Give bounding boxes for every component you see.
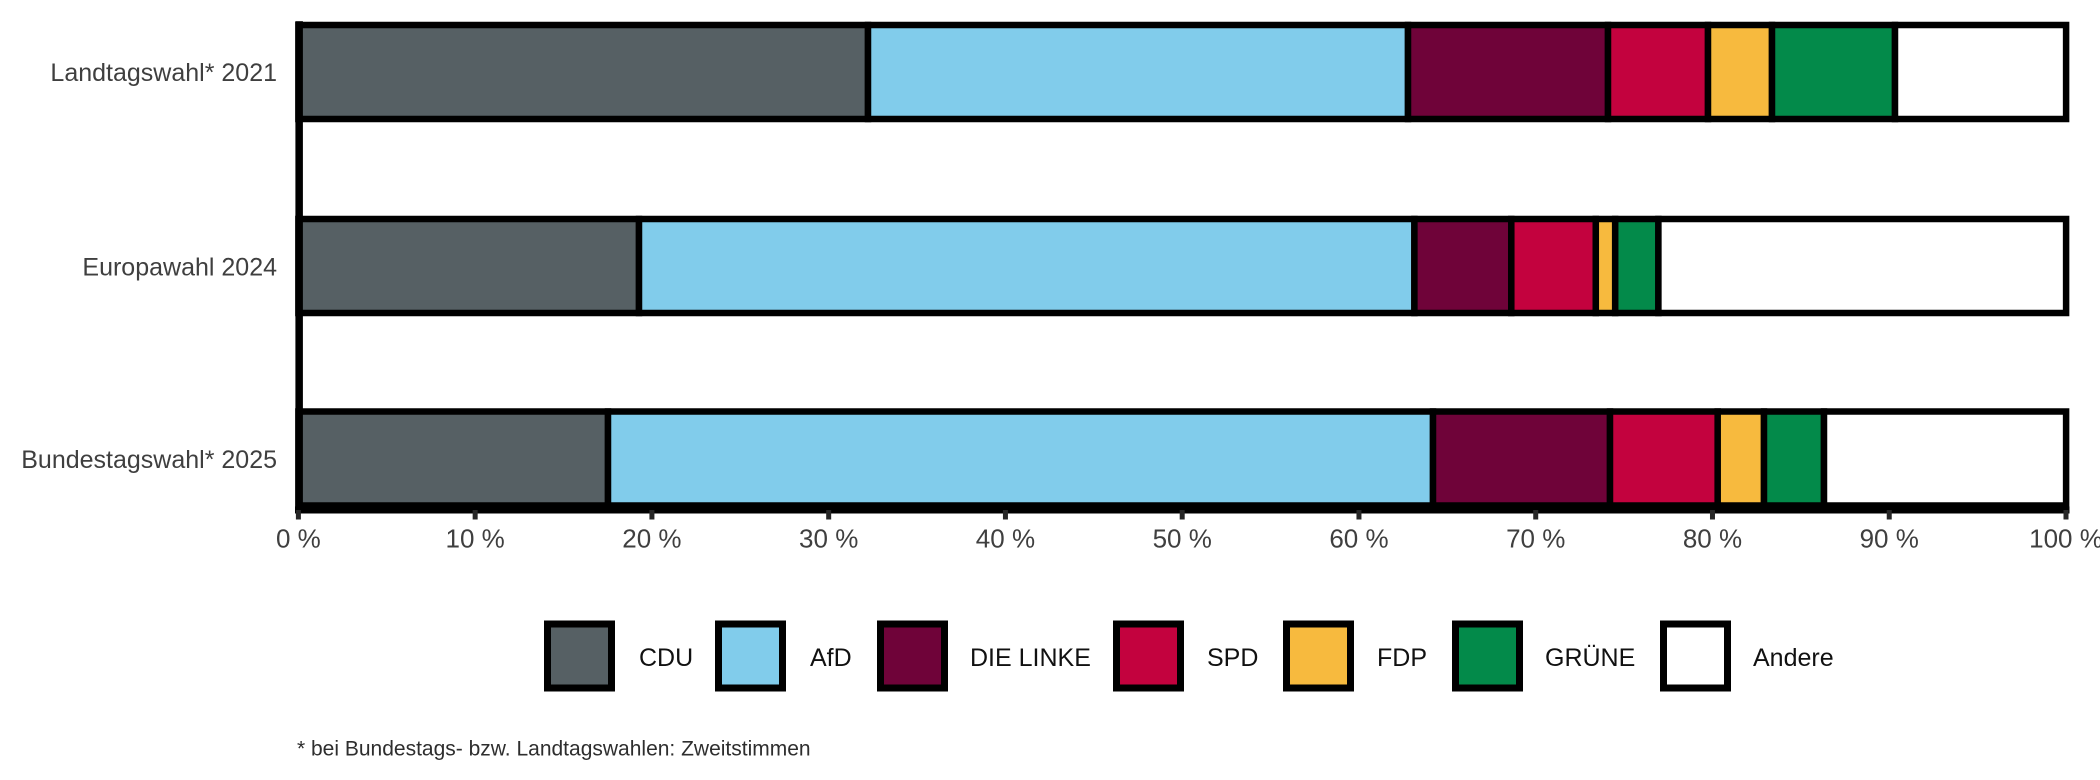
- svg-text:CDU: CDU: [639, 644, 693, 672]
- svg-text:100 %: 100 %: [2029, 524, 2100, 554]
- svg-text:20 %: 20 %: [622, 524, 681, 554]
- svg-text:80 %: 80 %: [1683, 524, 1742, 554]
- svg-text:90 %: 90 %: [1860, 524, 1919, 554]
- svg-text:Europawahl 2024: Europawahl 2024: [82, 254, 277, 282]
- svg-text:50 %: 50 %: [1153, 524, 1212, 554]
- svg-text:10 %: 10 %: [446, 524, 505, 554]
- svg-text:Bundestagswahl* 2025: Bundestagswahl* 2025: [21, 446, 277, 474]
- svg-text:60 %: 60 %: [1329, 524, 1388, 554]
- svg-text:DIE LINKE: DIE LINKE: [970, 644, 1091, 672]
- svg-text:70 %: 70 %: [1506, 524, 1565, 554]
- svg-text:0 %: 0 %: [276, 524, 321, 554]
- svg-text:FDP: FDP: [1377, 644, 1427, 672]
- svg-text:GRÜNE: GRÜNE: [1545, 644, 1635, 672]
- svg-text:* bei Bundestags- bzw. Landtag: * bei Bundestags- bzw. Landtagswahlen: Z…: [297, 738, 811, 761]
- svg-text:40 %: 40 %: [976, 524, 1035, 554]
- svg-text:SPD: SPD: [1207, 644, 1258, 672]
- svg-text:30 %: 30 %: [799, 524, 858, 554]
- svg-text:Andere: Andere: [1753, 644, 1834, 672]
- svg-text:AfD: AfD: [810, 644, 852, 672]
- svg-text:Landtagswahl* 2021: Landtagswahl* 2021: [50, 59, 277, 87]
